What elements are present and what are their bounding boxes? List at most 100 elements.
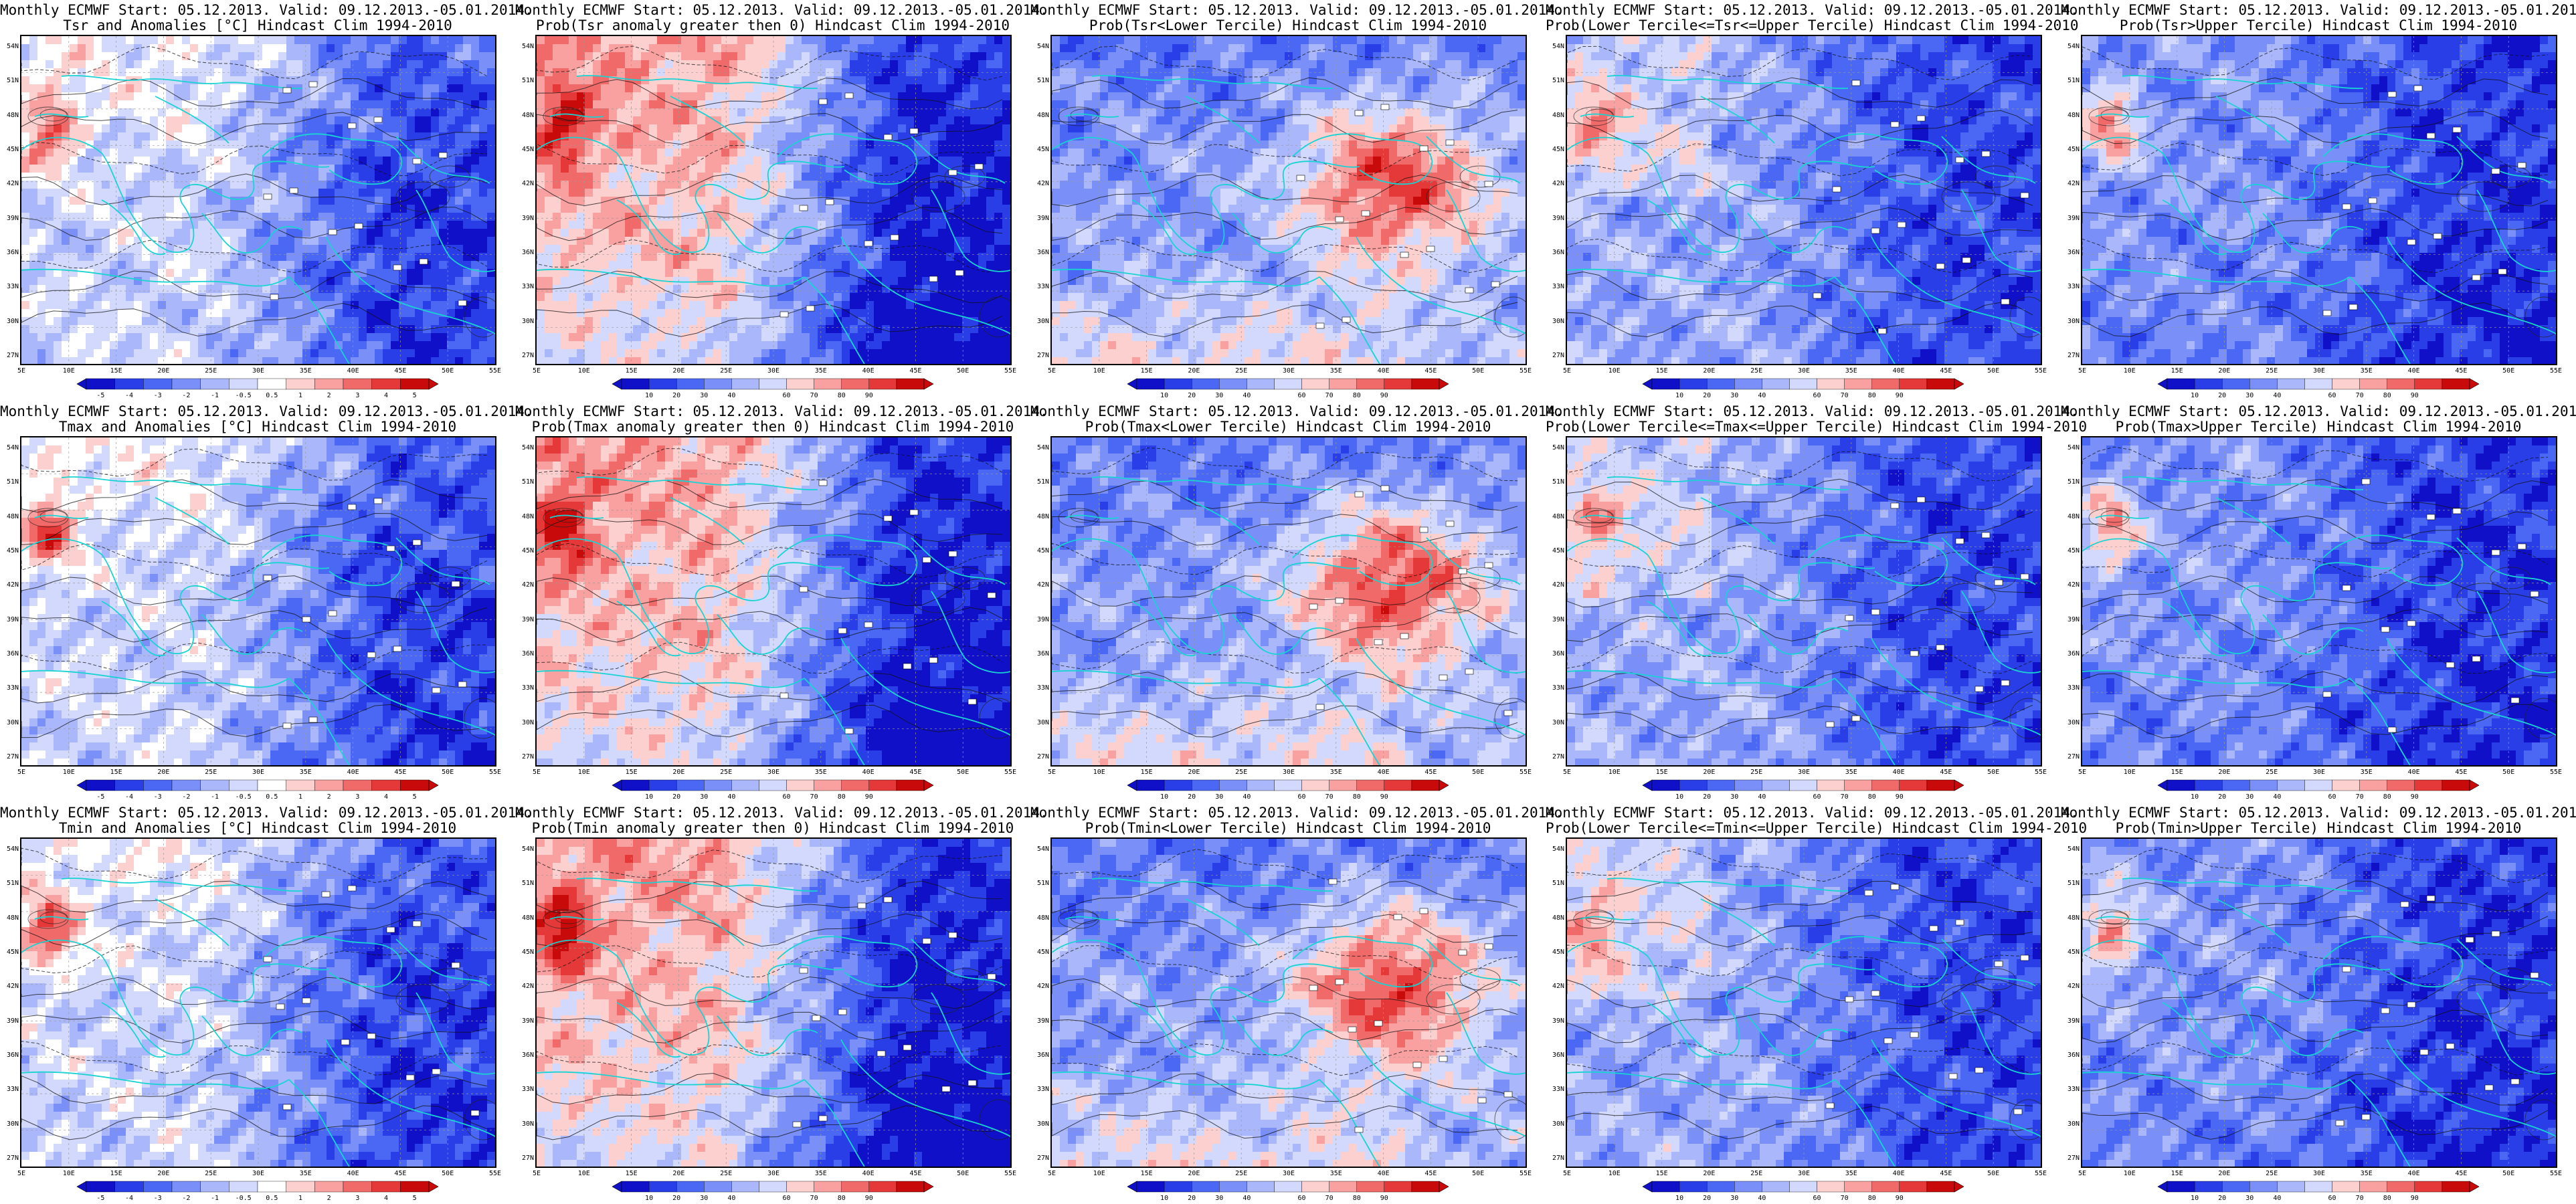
lon-label: 15E: [2171, 367, 2183, 375]
lat-label: 36N: [1, 1051, 19, 1059]
lon-label: 5E: [1563, 1170, 1571, 1177]
lat-label: 39N: [1032, 215, 1049, 222]
lon-label: 40E: [347, 769, 359, 776]
lon-label: 35E: [1330, 769, 1342, 776]
lon-label: 20E: [672, 367, 684, 375]
lat-label: 39N: [1547, 215, 1564, 222]
panel-title: Monthly ECMWF Start: 05.12.2013. Valid: …: [1546, 403, 2079, 419]
colorbar-tick-label: -1: [211, 793, 219, 801]
lon-label: 15E: [1656, 769, 1668, 776]
lat-label: 54N: [1032, 444, 1049, 452]
colorbar-tick-label: 30: [1730, 793, 1738, 801]
map-panel: Monthly ECMWF Start: 05.12.2013. Valid: …: [2061, 401, 2576, 803]
lon-label: 50E: [442, 367, 454, 375]
lon-label: 10E: [1093, 367, 1105, 375]
colorbar-tick-label: 60: [2328, 1195, 2336, 1202]
lat-label: 51N: [517, 478, 534, 486]
panel-title: Monthly ECMWF Start: 05.12.2013. Valid: …: [2061, 2, 2576, 18]
lon-label: 30E: [2313, 1170, 2325, 1177]
lon-label: 25E: [720, 1170, 732, 1177]
lon-label: 25E: [1750, 769, 1762, 776]
lon-label: 5E: [533, 1170, 541, 1177]
colorbar-tick-label: 70: [2356, 1195, 2364, 1202]
colorbar-tick-label: 40: [1758, 392, 1766, 399]
lat-label: 45N: [1, 146, 19, 153]
lat-label: 48N: [2062, 112, 2080, 119]
colorbar-tick-label: 30: [1730, 392, 1738, 399]
lat-label: 48N: [517, 513, 534, 520]
lat-label: 54N: [1032, 43, 1049, 50]
lon-label: 30E: [767, 769, 779, 776]
colorbar-tick-label: 60: [783, 392, 791, 399]
forecast-map: [1050, 837, 1527, 1168]
lat-label: 27N: [1547, 352, 1564, 359]
lat-label: 36N: [2062, 1051, 2080, 1059]
colorbar-tick-label: -5: [96, 793, 104, 801]
colorbar: [612, 378, 934, 390]
lon-label: 45E: [394, 1170, 406, 1177]
lon-label: 40E: [862, 1170, 875, 1177]
lon-label: 5E: [533, 769, 541, 776]
lat-label: 54N: [1032, 845, 1049, 853]
colorbar-tick-label: -4: [125, 1195, 133, 1202]
colorbar-tick-label: -2: [182, 1195, 190, 1202]
lat-label: 54N: [2062, 43, 2080, 50]
lat-label: 33N: [1032, 1086, 1049, 1093]
lon-label: 40E: [2408, 367, 2420, 375]
panel-title: Monthly ECMWF Start: 05.12.2013. Valid: …: [0, 403, 533, 419]
colorbar-tick-label: 70: [810, 392, 818, 399]
lat-label: 51N: [2062, 77, 2080, 84]
lon-label: 5E: [2078, 367, 2086, 375]
colorbar-tick-label: -3: [154, 392, 162, 399]
lat-label: 33N: [517, 283, 534, 290]
lat-label: 39N: [2062, 616, 2080, 623]
lon-label: 30E: [252, 769, 264, 776]
lat-label: 30N: [517, 719, 534, 726]
panel-title: Monthly ECMWF Start: 05.12.2013. Valid: …: [1030, 805, 1564, 821]
lon-label: 20E: [2218, 367, 2230, 375]
colorbar-tick-label: 40: [727, 1195, 735, 1202]
colorbar-tick-label: 10: [2191, 392, 2199, 399]
colorbar-tick-label: -3: [154, 1195, 162, 1202]
colorbar-tick-label: 30: [1730, 1195, 1738, 1202]
colorbar: [612, 1181, 934, 1193]
forecast-map: [2081, 35, 2557, 365]
lon-label: 45E: [909, 367, 921, 375]
colorbar-tick-label: 30: [2245, 793, 2253, 801]
lon-label: 25E: [1235, 367, 1247, 375]
colorbar-tick-label: 10: [645, 392, 653, 399]
panel-subtitle: Prob(Tmin>Upper Tercile) Hindcast Clim 1…: [2061, 820, 2576, 836]
colorbar-tick-label: 10: [645, 1195, 653, 1202]
colorbar-tick-label: -0.5: [236, 793, 252, 801]
lon-label: 55E: [1004, 367, 1016, 375]
lon-label: 45E: [1424, 1170, 1437, 1177]
colorbar-tick-label: 70: [1325, 793, 1333, 801]
colorbar-tick-label: 20: [2218, 392, 2226, 399]
panel-subtitle: Prob(Tmax anomaly greater then 0) Hindca…: [515, 419, 1030, 435]
colorbar-tick-label: 90: [2411, 793, 2419, 801]
lat-label: 27N: [517, 352, 534, 359]
colorbar-tick-label: 60: [2328, 793, 2336, 801]
panel-subtitle: Prob(Lower Tercile<=Tmax<=Upper Tercile)…: [1546, 419, 2087, 435]
lat-label: 39N: [517, 215, 534, 222]
lat-label: 51N: [2062, 880, 2080, 887]
map-panel: Monthly ECMWF Start: 05.12.2013. Valid: …: [1030, 803, 1564, 1204]
lat-label: 42N: [1547, 581, 1564, 589]
forecast-map: [1566, 436, 2042, 767]
lon-label: 45E: [1940, 367, 1952, 375]
lat-label: 27N: [1, 753, 19, 761]
lat-label: 27N: [2062, 352, 2080, 359]
lat-label: 33N: [517, 1086, 534, 1093]
colorbar-tick-label: 60: [783, 1195, 791, 1202]
lon-label: 10E: [2124, 769, 2136, 776]
lat-label: 39N: [1, 215, 19, 222]
colorbar-tick-label: 20: [1703, 1195, 1711, 1202]
colorbar-tick-label: 0.5: [266, 392, 278, 399]
lon-label: 20E: [157, 769, 169, 776]
colorbar-tick-label: 90: [1896, 1195, 1904, 1202]
lon-label: 30E: [252, 1170, 264, 1177]
lat-label: 51N: [1, 880, 19, 887]
lon-label: 45E: [909, 769, 921, 776]
colorbar: [76, 378, 439, 390]
forecast-map: [2081, 436, 2557, 767]
